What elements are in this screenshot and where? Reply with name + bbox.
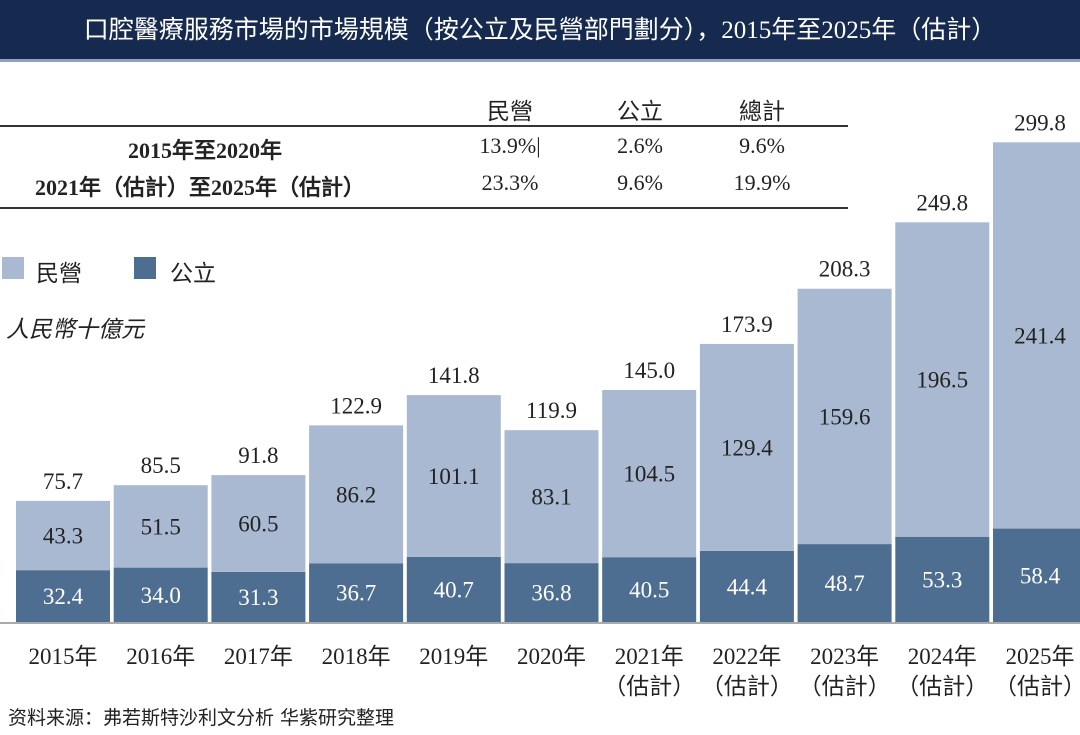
row-label-1: 2015年至2020年 xyxy=(127,138,283,163)
bar-segment-private xyxy=(895,222,990,537)
bar-segment-private xyxy=(602,390,697,558)
total-value-label: 75.7 xyxy=(43,469,83,494)
bar-segment-public xyxy=(699,550,794,622)
x-tick-label: 2024年 xyxy=(908,644,977,669)
segment-value-label: 36.7 xyxy=(336,581,376,606)
bar-segment-public xyxy=(602,557,697,622)
segment-value-label: 53.3 xyxy=(922,567,962,592)
bar-segment-public xyxy=(504,563,599,622)
segment-value-label: 58.4 xyxy=(1020,563,1061,588)
segment-value-label: 196.5 xyxy=(916,368,968,393)
segment-value-label: 101.1 xyxy=(428,464,480,489)
total-value-label: 249.8 xyxy=(916,190,968,215)
total-value-label: 173.9 xyxy=(721,312,773,337)
bar-segment-private xyxy=(16,500,110,571)
cell: 9.6% xyxy=(739,133,785,158)
x-tick-label: 2020年 xyxy=(517,644,586,669)
row-label-2: 2021年（估計）至2025年（估計） xyxy=(34,175,366,200)
legend-label-private: 民營 xyxy=(36,261,82,286)
x-tick-label: 2018年 xyxy=(322,644,391,669)
bar-segment-public xyxy=(113,567,208,622)
total-value-label: 141.8 xyxy=(428,363,480,388)
segment-value-label: 159.6 xyxy=(819,404,871,429)
bar-segment-public xyxy=(211,571,306,622)
segment-value-label: 48.7 xyxy=(824,571,864,596)
bar-segment-private xyxy=(406,395,501,557)
bar-segment-private xyxy=(504,430,599,564)
bar-segment-private xyxy=(797,288,892,545)
x-tick-label: 2017年 xyxy=(224,644,293,669)
segment-value-label: 51.5 xyxy=(141,514,181,539)
bar-segment-private xyxy=(113,485,208,568)
segment-value-label: 86.2 xyxy=(336,482,376,507)
segment-value-label: 31.3 xyxy=(238,585,278,610)
total-value-label: 122.9 xyxy=(330,393,382,418)
bar-segment-private xyxy=(309,425,404,564)
segment-value-label: 40.7 xyxy=(434,577,474,602)
header-total: 總計 xyxy=(739,99,785,124)
legend-swatch-private xyxy=(2,257,24,279)
legend-swatch-public xyxy=(134,257,156,279)
source-note: 资料来源：弗若斯特沙利文分析 华紫研究整理 xyxy=(8,707,395,729)
bar-segment-public xyxy=(406,556,501,622)
x-tick-label: （估計） xyxy=(603,674,695,699)
cell: 2.6% xyxy=(617,133,663,158)
total-value-label: 145.0 xyxy=(623,358,675,383)
total-value-label: 91.8 xyxy=(238,443,278,468)
x-tick-label: （估計） xyxy=(701,674,793,699)
x-tick-label: （估計） xyxy=(799,674,891,699)
chart-title: 口腔醫療服務市場的市場規模（按公立及民營部門劃分），2015年至2025年（估計… xyxy=(0,0,1080,62)
x-tick-label: （估計） xyxy=(994,674,1080,699)
bar-segment-public xyxy=(309,563,404,622)
unit-label: 人民幣十億元 xyxy=(6,317,144,342)
segment-value-label: 129.4 xyxy=(721,435,773,460)
cell: 9.6% xyxy=(617,170,663,195)
segment-value-label: 44.4 xyxy=(727,574,768,599)
total-value-label: 85.5 xyxy=(141,453,181,478)
segment-value-label: 36.8 xyxy=(531,581,571,606)
cell: 13.9%| xyxy=(479,133,541,158)
x-tick-label: 2015年 xyxy=(29,644,98,669)
segment-value-label: 40.5 xyxy=(629,578,669,603)
total-value-label: 299.8 xyxy=(1014,110,1066,135)
x-tick-label: （估計） xyxy=(896,674,988,699)
segment-value-label: 83.1 xyxy=(531,485,571,510)
x-tick-label: 2016年 xyxy=(126,644,195,669)
bar-segment-private xyxy=(993,142,1080,529)
legend-label-public: 公立 xyxy=(170,261,216,286)
header-private: 民營 xyxy=(487,99,533,124)
total-value-label: 119.9 xyxy=(526,398,577,423)
x-tick-label: 2025年 xyxy=(1006,644,1075,669)
segment-value-label: 60.5 xyxy=(238,512,278,537)
total-value-label: 208.3 xyxy=(819,257,871,282)
table-top-rule xyxy=(0,125,848,127)
header-public: 公立 xyxy=(617,99,663,124)
table-bottom-rule xyxy=(0,207,848,209)
x-tick-label: 2022年 xyxy=(712,644,781,669)
bar-segment-public xyxy=(16,570,110,622)
bar-segment-private xyxy=(211,475,306,572)
x-tick-label: 2021年 xyxy=(615,644,684,669)
cell: 19.9% xyxy=(733,170,791,195)
x-tick-label: 2023年 xyxy=(810,644,879,669)
bar-segment-public xyxy=(895,536,990,622)
x-tick-label: 2019年 xyxy=(419,644,488,669)
segment-value-label: 32.4 xyxy=(43,584,84,609)
bar-segment-private xyxy=(699,343,794,551)
segment-value-label: 241.4 xyxy=(1014,323,1066,348)
bar-segment-public xyxy=(797,544,892,622)
segment-value-label: 34.0 xyxy=(141,583,181,608)
cell: 23.3% xyxy=(481,170,539,195)
segment-value-label: 43.3 xyxy=(43,524,83,549)
segment-value-label: 104.5 xyxy=(623,462,675,487)
bar-segment-public xyxy=(993,528,1080,622)
